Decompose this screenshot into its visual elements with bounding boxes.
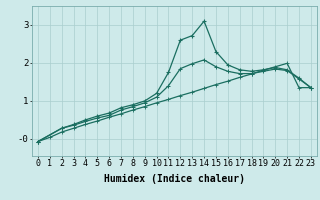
X-axis label: Humidex (Indice chaleur): Humidex (Indice chaleur) xyxy=(104,174,245,184)
